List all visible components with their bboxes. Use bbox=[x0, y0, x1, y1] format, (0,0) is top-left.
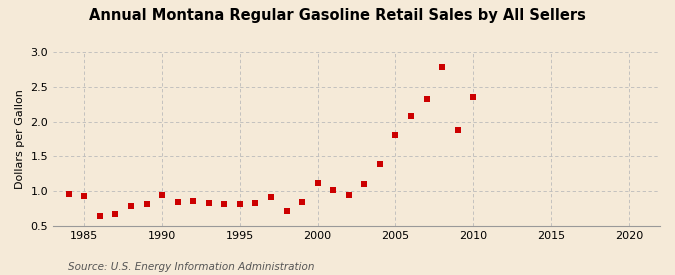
Point bbox=[250, 201, 261, 205]
Point bbox=[172, 200, 183, 204]
Point bbox=[203, 200, 214, 205]
Point bbox=[375, 162, 385, 167]
Point bbox=[452, 128, 463, 132]
Point bbox=[265, 195, 276, 200]
Point bbox=[188, 199, 198, 203]
Point bbox=[157, 193, 167, 197]
Point bbox=[79, 194, 90, 198]
Point bbox=[437, 64, 448, 69]
Point bbox=[110, 211, 121, 216]
Point bbox=[328, 188, 339, 192]
Point bbox=[359, 182, 370, 186]
Point bbox=[219, 201, 230, 206]
Point bbox=[390, 133, 401, 138]
Text: Source: U.S. Energy Information Administration: Source: U.S. Energy Information Administ… bbox=[68, 262, 314, 272]
Text: Annual Montana Regular Gasoline Retail Sales by All Sellers: Annual Montana Regular Gasoline Retail S… bbox=[89, 8, 586, 23]
Point bbox=[141, 202, 152, 207]
Point bbox=[313, 181, 323, 185]
Point bbox=[234, 201, 245, 206]
Point bbox=[281, 209, 292, 213]
Y-axis label: Dollars per Gallon: Dollars per Gallon bbox=[15, 89, 25, 189]
Point bbox=[468, 95, 479, 99]
Point bbox=[95, 214, 105, 218]
Point bbox=[421, 97, 432, 101]
Point bbox=[126, 203, 136, 208]
Point bbox=[344, 193, 354, 197]
Point bbox=[406, 114, 416, 119]
Point bbox=[63, 191, 74, 196]
Point bbox=[297, 200, 308, 204]
